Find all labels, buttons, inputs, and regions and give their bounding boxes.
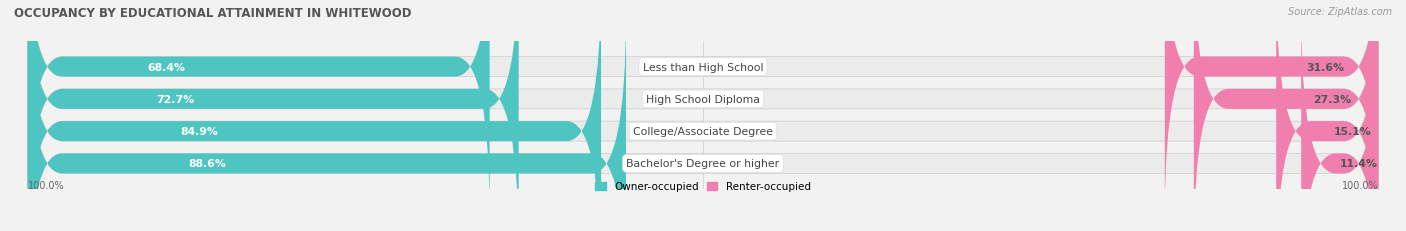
FancyBboxPatch shape (1301, 13, 1378, 231)
Text: OCCUPANCY BY EDUCATIONAL ATTAINMENT IN WHITEWOOD: OCCUPANCY BY EDUCATIONAL ATTAINMENT IN W… (14, 7, 412, 20)
FancyBboxPatch shape (28, 0, 1378, 231)
FancyBboxPatch shape (28, 0, 519, 231)
FancyBboxPatch shape (28, 0, 489, 218)
Text: 72.7%: 72.7% (156, 94, 194, 104)
Text: High School Diploma: High School Diploma (647, 94, 759, 104)
Legend: Owner-occupied, Renter-occupied: Owner-occupied, Renter-occupied (595, 182, 811, 192)
FancyBboxPatch shape (1164, 0, 1378, 218)
FancyBboxPatch shape (28, 0, 600, 231)
Text: 84.9%: 84.9% (181, 127, 219, 137)
FancyBboxPatch shape (28, 13, 626, 231)
Text: 31.6%: 31.6% (1306, 62, 1344, 72)
FancyBboxPatch shape (28, 0, 1378, 231)
Text: 27.3%: 27.3% (1313, 94, 1351, 104)
Text: 11.4%: 11.4% (1340, 159, 1378, 169)
Text: Source: ZipAtlas.com: Source: ZipAtlas.com (1288, 7, 1392, 17)
FancyBboxPatch shape (28, 13, 1378, 231)
FancyBboxPatch shape (28, 0, 1378, 218)
Text: 68.4%: 68.4% (148, 62, 186, 72)
FancyBboxPatch shape (1194, 0, 1378, 231)
Text: College/Associate Degree: College/Associate Degree (633, 127, 773, 137)
Text: 88.6%: 88.6% (188, 159, 226, 169)
Text: Less than High School: Less than High School (643, 62, 763, 72)
Text: Bachelor's Degree or higher: Bachelor's Degree or higher (627, 159, 779, 169)
FancyBboxPatch shape (1277, 0, 1378, 231)
Text: 100.0%: 100.0% (1341, 180, 1378, 190)
Text: 15.1%: 15.1% (1334, 127, 1371, 137)
Text: 100.0%: 100.0% (28, 180, 65, 190)
